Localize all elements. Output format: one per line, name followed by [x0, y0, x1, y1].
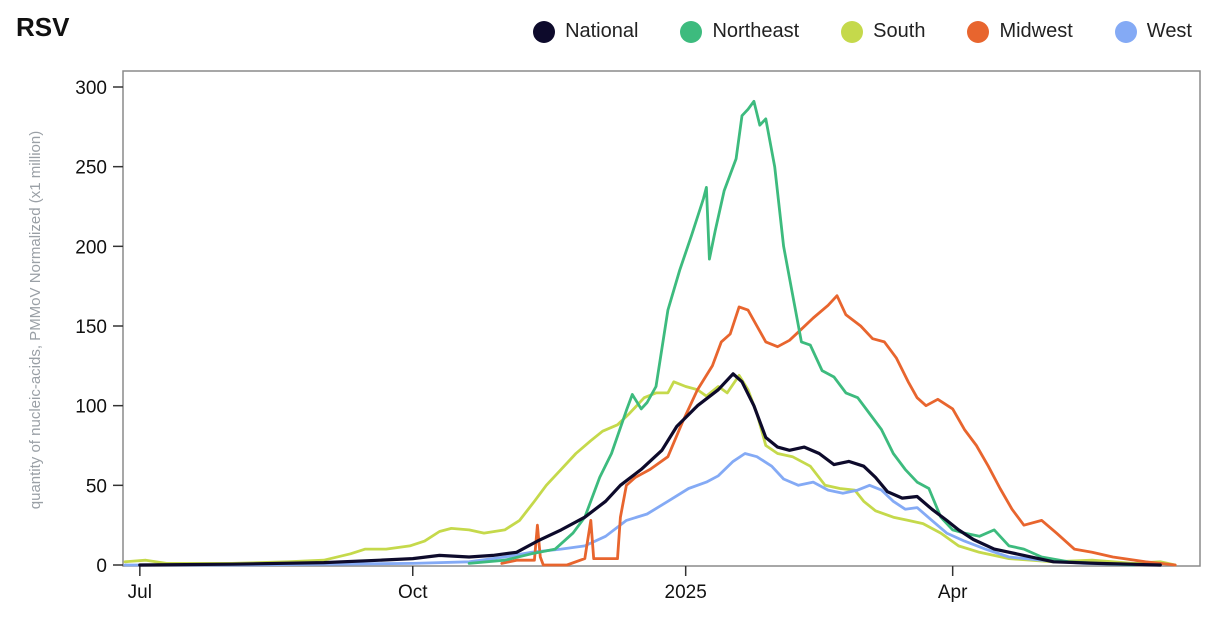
y-tick-label: 50	[86, 476, 107, 497]
y-tick-label: 150	[75, 317, 107, 338]
legend-dot-south	[841, 20, 864, 43]
legend-item-northeast[interactable]: Northeast	[680, 20, 799, 43]
series-line-midwest	[500, 294, 1177, 567]
legend-item-midwest[interactable]: Midwest	[967, 20, 1073, 43]
legend-item-west[interactable]: West	[1114, 20, 1192, 43]
legend-label-northeast: Northeast	[712, 20, 800, 42]
legend-label-south: South	[873, 20, 926, 42]
y-tick-label: 100	[75, 397, 107, 418]
legend-item-south[interactable]: South	[841, 20, 925, 43]
series-layer	[123, 99, 1177, 567]
legend-dot-west	[1114, 20, 1137, 43]
legend: National Northeast South Midwest West	[533, 20, 1192, 43]
legend-dot-midwest	[967, 20, 990, 43]
legend-label-midwest: Midwest	[999, 20, 1073, 42]
x-tick-label: Jul	[128, 582, 152, 603]
plot-frame	[122, 70, 1201, 567]
legend-dot-national	[533, 20, 556, 43]
series-line-south	[123, 374, 1177, 567]
y-axis: 0 50 100 150 200 250 300	[75, 78, 123, 577]
y-tick-label: 200	[75, 237, 107, 258]
y-axis-label: quantity of nucleic-acids, PMMoV Normali…	[27, 131, 44, 509]
y-tick-label: 250	[75, 158, 107, 179]
series-line-west	[123, 452, 1135, 567]
legend-label-national: National	[565, 20, 639, 42]
legend-item-national[interactable]: National	[533, 20, 638, 43]
legend-label-west: West	[1146, 20, 1192, 42]
chart-title: RSV	[16, 12, 70, 42]
series-line-national	[138, 372, 1162, 567]
x-tick-label: Oct	[398, 582, 428, 603]
y-tick-label: 0	[96, 556, 107, 577]
x-tick-label: 2025	[665, 582, 707, 603]
legend-dot-northeast	[680, 20, 703, 43]
x-axis: Jul Oct 2025 Apr	[128, 566, 968, 603]
y-tick-label: 300	[75, 78, 107, 99]
series-line-northeast	[467, 99, 1135, 567]
x-tick-label: Apr	[938, 582, 968, 603]
